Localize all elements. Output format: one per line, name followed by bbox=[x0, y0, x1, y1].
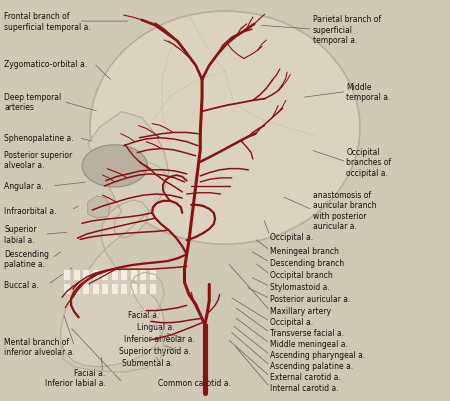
Text: Occipital a.: Occipital a. bbox=[270, 317, 313, 326]
Text: Facial a.: Facial a. bbox=[128, 310, 159, 319]
Bar bbox=[101, 284, 108, 295]
Text: Frontal branch of
superficial temporal a.: Frontal branch of superficial temporal a… bbox=[4, 12, 91, 32]
Bar bbox=[91, 269, 99, 281]
Text: anastomosis of
auricular branch
with posterior
auricular a.: anastomosis of auricular branch with pos… bbox=[313, 190, 376, 231]
Bar bbox=[101, 269, 108, 281]
Bar bbox=[82, 284, 89, 295]
Bar bbox=[111, 269, 118, 281]
Bar bbox=[82, 269, 89, 281]
Text: Stylomastoid a.: Stylomastoid a. bbox=[270, 282, 330, 291]
Text: Ascending pharyngeal a.: Ascending pharyngeal a. bbox=[270, 350, 365, 359]
Text: Zygomatico-orbital a.: Zygomatico-orbital a. bbox=[4, 60, 88, 69]
Text: Middle
temporal a.: Middle temporal a. bbox=[346, 83, 391, 102]
Text: Descending branch: Descending branch bbox=[270, 258, 344, 267]
PathPatch shape bbox=[61, 112, 169, 367]
Text: Ascending palatine a.: Ascending palatine a. bbox=[270, 361, 353, 370]
Text: Deep temporal
arteries: Deep temporal arteries bbox=[4, 93, 62, 112]
Text: Superior
labial a.: Superior labial a. bbox=[4, 225, 37, 244]
Text: External carotid a.: External carotid a. bbox=[270, 372, 341, 381]
Text: Posterior auricular a.: Posterior auricular a. bbox=[270, 294, 351, 303]
Text: Transverse facial a.: Transverse facial a. bbox=[270, 328, 344, 337]
Text: Mental branch of
inferior alveolar a.: Mental branch of inferior alveolar a. bbox=[4, 337, 75, 356]
Bar bbox=[91, 284, 99, 295]
Bar bbox=[148, 269, 156, 281]
Bar bbox=[72, 284, 80, 295]
Text: Submental a.: Submental a. bbox=[122, 358, 172, 367]
Text: Buccal a.: Buccal a. bbox=[4, 280, 39, 289]
Bar bbox=[63, 284, 70, 295]
Text: Parietal branch of
superficial
temporal a.: Parietal branch of superficial temporal … bbox=[313, 15, 381, 45]
Bar bbox=[148, 284, 156, 295]
Bar bbox=[139, 269, 146, 281]
Ellipse shape bbox=[90, 12, 360, 245]
Text: Internal carotid a.: Internal carotid a. bbox=[270, 383, 338, 392]
Text: Superior thyroid a.: Superior thyroid a. bbox=[119, 346, 191, 355]
Text: Posterior superior
alveolar a.: Posterior superior alveolar a. bbox=[4, 151, 73, 170]
Text: Occipital branch: Occipital branch bbox=[270, 270, 333, 279]
Text: Infraorbital a.: Infraorbital a. bbox=[4, 206, 57, 215]
Bar bbox=[63, 269, 70, 281]
Bar bbox=[130, 269, 137, 281]
Text: Inferior labial a.: Inferior labial a. bbox=[45, 379, 106, 387]
Ellipse shape bbox=[82, 145, 148, 188]
Text: Meningeal branch: Meningeal branch bbox=[270, 246, 339, 255]
Bar bbox=[120, 284, 127, 295]
Text: Lingual a.: Lingual a. bbox=[137, 322, 175, 331]
Bar bbox=[130, 284, 137, 295]
Text: Inferior alveolar a.: Inferior alveolar a. bbox=[124, 334, 194, 343]
Bar bbox=[72, 269, 80, 281]
Text: Occipital
branches of
occipital a.: Occipital branches of occipital a. bbox=[346, 148, 392, 177]
Bar bbox=[139, 284, 146, 295]
Text: Descending
palatine a.: Descending palatine a. bbox=[4, 249, 50, 268]
Text: Occipital a.: Occipital a. bbox=[270, 232, 313, 241]
Text: Maxillary artery: Maxillary artery bbox=[270, 306, 331, 315]
Bar bbox=[111, 284, 118, 295]
Text: Sphenopalatine a.: Sphenopalatine a. bbox=[4, 134, 74, 143]
Text: Common carotid a.: Common carotid a. bbox=[158, 379, 230, 387]
PathPatch shape bbox=[88, 196, 110, 219]
Text: Middle meningeal a.: Middle meningeal a. bbox=[270, 339, 348, 348]
Bar bbox=[120, 269, 127, 281]
Text: Facial a.: Facial a. bbox=[74, 369, 105, 377]
Text: Angular a.: Angular a. bbox=[4, 182, 44, 191]
